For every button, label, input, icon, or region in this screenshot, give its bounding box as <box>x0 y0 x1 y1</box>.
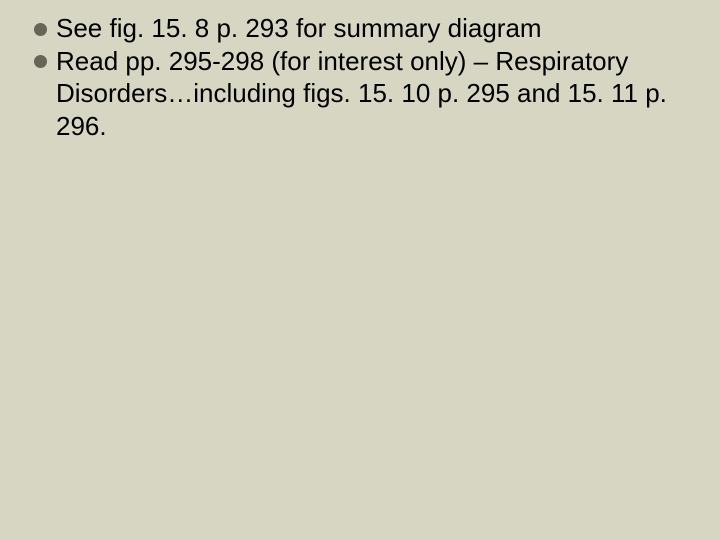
slide: See fig. 15. 8 p. 293 for summary diagra… <box>0 0 720 540</box>
bullet-text: Read pp. 295-298 (for interest only) – R… <box>56 46 667 141</box>
bullet-text: See fig. 15. 8 p. 293 for summary diagra… <box>56 13 542 43</box>
list-item: Read pp. 295-298 (for interest only) – R… <box>32 45 688 143</box>
list-item: See fig. 15. 8 p. 293 for summary diagra… <box>32 12 688 45</box>
bullet-list: See fig. 15. 8 p. 293 for summary diagra… <box>32 12 688 142</box>
